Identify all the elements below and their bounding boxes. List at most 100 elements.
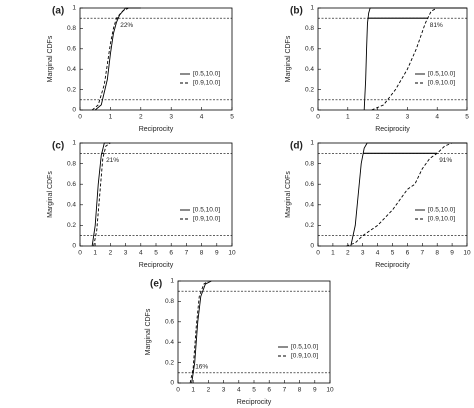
x-tick-label: 2 [109,250,113,257]
y-tick-label: 1 [72,140,76,147]
panel-label: (a) [52,6,64,17]
y-tick-label: 0.6 [67,46,76,53]
y-tick-label: 0.4 [67,66,76,73]
x-tick-label: 1 [191,387,195,394]
cdf-line [189,280,209,384]
x-axis-label: Reciprocity [375,126,410,133]
y-tick-label: 1 [310,140,314,147]
x-tick-label: 8 [298,387,302,394]
y-tick-label: 0.8 [165,298,174,305]
annotation: 16% [195,364,208,371]
panel-label: (b) [290,6,303,17]
legend-label: [0.9,10.0] [193,80,220,87]
x-tick-label: 7 [185,250,189,257]
y-axis-label: Marginal CDFs [285,35,292,82]
y-tick-label: 1 [310,5,314,12]
x-tick-label: 9 [215,250,219,257]
x-tick-label: 0 [316,114,320,121]
x-tick-label: 4 [237,387,241,394]
x-tick-label: 10 [326,387,334,394]
x-tick-label: 7 [420,250,424,257]
annotation: 91% [439,157,452,164]
x-tick-label: 8 [435,250,439,257]
annotation: 21% [106,157,119,164]
x-tick-label: 4 [139,250,143,257]
cdf-line [371,7,438,111]
x-tick-label: 2 [376,114,380,121]
legend-label: [0.5,10.0] [193,71,220,78]
x-tick-label: 3 [169,114,173,121]
cdf-line [94,7,141,111]
annotation: 81% [430,22,443,29]
x-tick-label: 1 [109,114,113,121]
x-tick-label: 1 [346,114,350,121]
x-axis-label: Reciprocity [375,262,410,269]
x-tick-label: 6 [406,250,410,257]
x-tick-label: 4 [435,114,439,121]
y-axis-label: Marginal CDFs [145,308,152,355]
y-tick-label: 1 [170,278,174,285]
y-tick-label: 0.2 [165,359,174,366]
y-tick-label: 1 [72,5,76,12]
y-tick-label: 0.4 [165,339,174,346]
x-tick-label: 10 [463,250,471,257]
y-tick-label: 0.6 [305,46,314,53]
cdf-line [93,142,111,247]
y-tick-label: 0.4 [305,202,314,209]
y-axis-label: Marginal CDFs [47,171,54,218]
y-tick-label: 0.6 [67,181,76,188]
x-axis-label: Reciprocity [139,262,174,269]
x-axis-label: Reciprocity [237,399,272,406]
x-tick-label: 10 [228,250,236,257]
x-tick-label: 1 [93,250,97,257]
y-tick-label: 0 [310,107,314,114]
x-tick-label: 0 [316,250,320,257]
x-tick-label: 0 [176,387,180,394]
x-axis-label: Reciprocity [139,126,174,133]
x-tick-label: 9 [450,250,454,257]
legend-label: [0.9,10.0] [428,80,455,87]
legend-label: [0.5,10.0] [428,71,455,78]
y-tick-label: 0.8 [67,160,76,167]
legend-label: [0.9,10.0] [428,216,455,223]
y-tick-label: 0.8 [305,25,314,32]
x-tick-label: 8 [200,250,204,257]
x-tick-label: 6 [169,250,173,257]
cdf-line [363,7,467,111]
legend-label: [0.5,10.0] [291,344,318,351]
y-axis-label: Marginal CDFs [47,35,54,82]
legend-label: [0.9,10.0] [291,353,318,360]
x-tick-label: 2 [139,114,143,121]
y-tick-label: 0.6 [165,319,174,326]
y-tick-label: 0.6 [305,181,314,188]
panel-label: (c) [52,141,64,152]
x-tick-label: 7 [283,387,287,394]
x-tick-label: 6 [267,387,271,394]
x-tick-label: 5 [391,250,395,257]
plot-frame [317,7,468,111]
y-tick-label: 0.2 [67,86,76,93]
x-tick-label: 4 [376,250,380,257]
x-tick-label: 2 [207,387,211,394]
x-tick-label: 5 [252,387,256,394]
panel-label: (d) [290,141,303,152]
panel-label: (e) [150,279,162,290]
y-tick-label: 0 [72,107,76,114]
y-tick-label: 0.8 [67,25,76,32]
y-tick-label: 0.2 [67,222,76,229]
annotation: 22% [120,22,133,29]
plot-frame [79,7,233,111]
plot-frame [79,142,233,247]
legend-label: [0.5,10.0] [193,207,220,214]
x-tick-label: 3 [361,250,365,257]
y-tick-label: 0.2 [305,86,314,93]
cdf-line [350,142,467,247]
y-tick-label: 0.4 [305,66,314,73]
x-tick-label: 5 [465,114,469,121]
x-tick-label: 5 [154,250,158,257]
y-tick-label: 0 [170,380,174,387]
y-tick-label: 0.8 [305,160,314,167]
cdf-line [91,142,111,247]
x-tick-label: 5 [230,114,234,121]
